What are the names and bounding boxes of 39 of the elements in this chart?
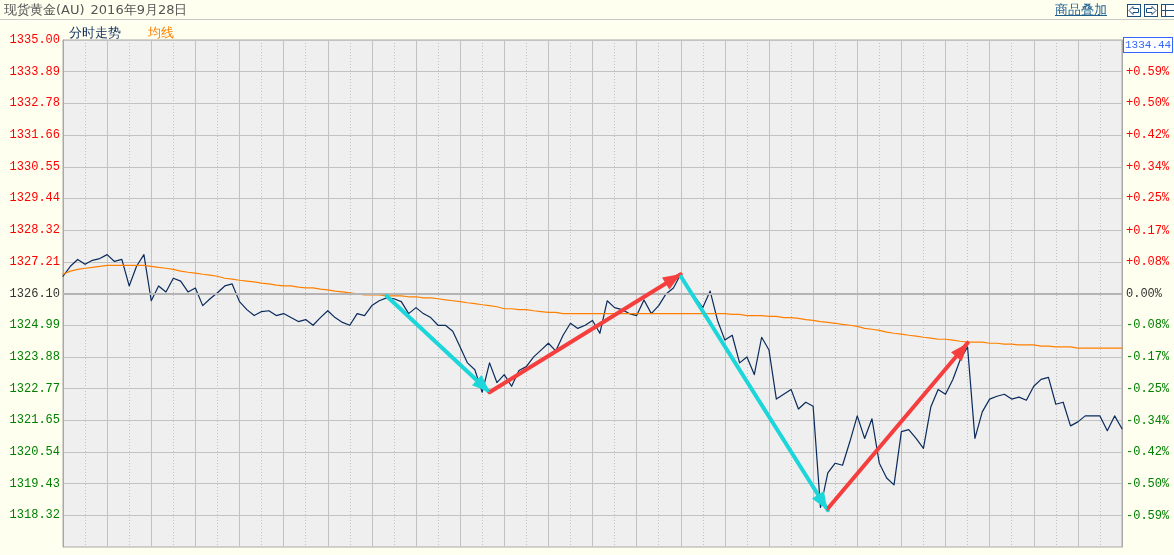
chart-title: 现货黄金(AU) [4,2,85,17]
y2-tick-label: -0.50% [1126,476,1171,491]
y2-tick-label: 0.00% [1126,286,1163,301]
y-tick-label: 1318.32 [9,508,60,523]
text: 均线 [147,24,174,40]
line-series [62,254,1123,508]
y-tick-label: 1322.77 [9,381,60,396]
text: 分时走势 [69,24,121,40]
y-tick-label: 1332.78 [9,96,60,111]
y2-tick-label: +0.59% [1126,64,1171,79]
y2-tick-label: -0.42% [1126,445,1171,460]
y-tick-label: 1323.88 [9,349,60,364]
y-tick-label: 1329.44 [9,191,60,206]
y-tick-label: 1324.99 [9,318,60,333]
y2-tick-label: +0.50% [1126,96,1171,111]
y-tick-label: 1333.89 [9,64,60,79]
y-tick-label: 1335.00 [9,33,60,47]
y2-tick-label: -0.25% [1126,381,1171,396]
chart-subtitle: 2016年9月28日 [90,2,188,17]
y-tick-label: 1319.43 [9,476,60,491]
y-tick-label: 1320.54 [9,445,60,460]
y2-tick-label: +0.25% [1126,191,1171,206]
y2-tick-label: -0.17% [1126,349,1171,364]
y-tick-label: 1328.32 [9,223,60,238]
line-series [62,264,1123,349]
y2-tick-label: -0.08% [1126,318,1171,333]
y-tick-label: 1326.10 [9,286,60,301]
text: 商品叠加 [1055,2,1107,18]
y-tick-label: 1327.21 [9,255,60,270]
y2-tick-label: +0.42% [1126,128,1171,143]
y2-tick-label: -0.59% [1126,508,1171,523]
y-tick-label: 1331.66 [9,128,60,143]
y-tick-label: 1330.55 [9,159,60,174]
y2-tick-label: +0.34% [1126,159,1171,174]
y2-tick-label: -0.34% [1126,413,1171,428]
text: 1334.44 [1123,37,1174,53]
y2-tick-label: +0.17% [1126,223,1171,238]
y2-tick-label: +0.08% [1126,254,1171,269]
y-tick-label: 1321.65 [9,413,60,428]
